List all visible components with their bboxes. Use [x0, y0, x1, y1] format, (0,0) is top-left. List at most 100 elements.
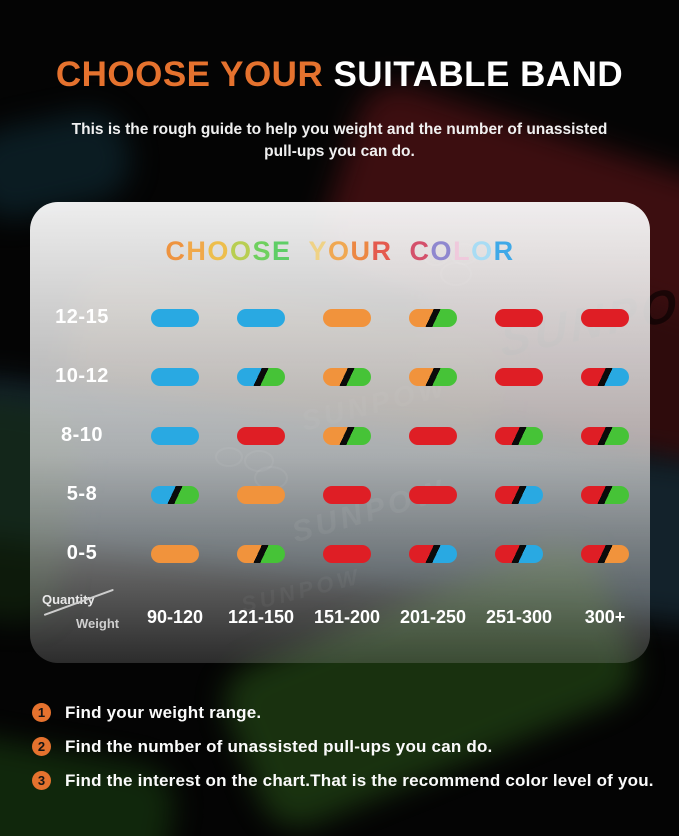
grid-cell — [390, 544, 476, 563]
band-pill-blue-green — [237, 367, 285, 386]
heading-letter: U — [350, 236, 372, 266]
band-pill-red-blue — [581, 367, 629, 386]
heading-letter: O — [430, 236, 454, 266]
grid-row: 10-12 — [32, 347, 648, 406]
grid-rows: 12-15 10-12 8-10 5-8 0-5 — [32, 288, 648, 583]
band-pill-red — [581, 308, 629, 327]
band-pill-red-green — [581, 426, 629, 445]
band-pill-red — [323, 544, 371, 563]
grid-cell — [562, 485, 648, 504]
band-pill-red-blue — [409, 544, 457, 563]
grid-row: 5-8 — [32, 465, 648, 524]
heading-letter: C — [165, 236, 187, 266]
band-pill-red-green — [581, 485, 629, 504]
subtitle-line-1: This is the rough guide to help you weig… — [71, 121, 608, 138]
band-pill-blue — [151, 367, 199, 386]
instruction-list: 1 Find your weight range. 2 Find the number… — [32, 703, 654, 790]
band-pill-red-green — [495, 426, 543, 445]
grid-cell — [390, 308, 476, 327]
grid-cell — [562, 367, 648, 386]
heading-letter: C — [409, 236, 431, 266]
band-pill-red-blue — [495, 485, 543, 504]
grid-cell — [132, 367, 218, 386]
heading-letter: H — [186, 236, 208, 266]
grid-cell — [304, 367, 390, 386]
band-pill-orange-green — [409, 308, 457, 327]
weight-range-label: 201-250 — [399, 606, 467, 627]
heading-letter — [393, 236, 410, 266]
quantity-axis-label: Quantity — [42, 592, 95, 607]
grid-row: 12-15 — [32, 288, 648, 347]
grid-cell — [476, 426, 562, 445]
weight-axis-row: Quantity Weight 90-120 121-150 151-200 201-… — [32, 588, 648, 643]
band-pill-orange-green — [323, 367, 371, 386]
weight-range-label: 251-300 — [485, 606, 553, 627]
weight-axis-label: Weight — [76, 616, 120, 631]
pullup-range-label: 8-10 — [60, 424, 104, 446]
band-pill-red — [409, 426, 457, 445]
page-subtitle: This is the rough guide to help you weig… — [0, 119, 679, 164]
band-pill-red-blue — [495, 544, 543, 563]
grid-cell — [562, 308, 648, 327]
band-color-grid: 12-15 10-12 8-10 5-8 0-5 Quantity Weight 90-… — [32, 288, 648, 643]
band-pill-orange — [237, 485, 285, 504]
panel-heading: CHOOSE YOUR COLOR — [32, 236, 648, 267]
heading-letter: E — [271, 236, 292, 266]
band-pill-blue — [151, 426, 199, 445]
axis-corner: Quantity Weight — [32, 588, 132, 643]
grid-cell — [476, 485, 562, 504]
band-pill-blue — [237, 308, 285, 327]
grid-cell — [132, 426, 218, 445]
grid-cell — [562, 544, 648, 563]
band-pill-orange-green — [409, 367, 457, 386]
instruction-number-badge: 3 — [32, 771, 51, 790]
heading-letter: R — [371, 236, 393, 266]
grid-cell — [218, 544, 304, 563]
pullup-range-label: 5-8 — [66, 483, 98, 505]
instruction-item: 2 Find the number of unassisted pull-ups … — [32, 737, 654, 756]
pullup-range-label: 0-5 — [66, 542, 98, 564]
band-pill-red — [409, 485, 457, 504]
band-pill-red — [237, 426, 285, 445]
band-pill-red — [323, 485, 371, 504]
grid-cell — [132, 308, 218, 327]
instruction-item: 3 Find the interest on the chart.That is … — [32, 771, 654, 790]
grid-cell — [304, 426, 390, 445]
heading-letter: L — [453, 236, 472, 266]
color-chart-panel: CHOOSE YOUR COLOR 12-15 10-12 8-10 5-8 0-5 Q… — [30, 202, 650, 663]
heading-letter: O — [328, 236, 351, 266]
band-pill-orange — [323, 308, 371, 327]
grid-cell — [476, 308, 562, 327]
weight-range-label: 151-200 — [313, 606, 381, 627]
instruction-item: 1 Find your weight range. — [32, 703, 654, 722]
grid-cell — [304, 485, 390, 504]
band-pill-blue — [151, 308, 199, 327]
instruction-text: Find your weight range. — [65, 702, 262, 722]
band-pill-red — [495, 367, 543, 386]
page-title-rest: SUITABLE BAND — [323, 55, 624, 94]
grid-row: 0-5 — [32, 524, 648, 583]
instruction-text: Find the interest on the chart.That is t… — [65, 770, 654, 790]
page-title-highlight: CHOOSE YOUR — [55, 55, 324, 94]
pullup-range-label: 10-12 — [55, 365, 109, 387]
grid-cell — [218, 308, 304, 327]
heading-letter: O — [207, 236, 230, 266]
grid-cell — [218, 426, 304, 445]
weight-range-label: 300+ — [584, 606, 626, 627]
band-pill-orange-green — [323, 426, 371, 445]
grid-cell — [476, 367, 562, 386]
heading-letter — [291, 236, 308, 266]
grid-cell — [132, 485, 218, 504]
subtitle-line-2: pull-ups you can do. — [264, 143, 415, 161]
grid-cell — [390, 367, 476, 386]
grid-cell — [132, 544, 218, 563]
band-pill-red-orange — [581, 544, 629, 563]
grid-cell — [218, 485, 304, 504]
band-pill-blue-green — [151, 485, 199, 504]
band-pill-orange-green — [237, 544, 285, 563]
grid-cell — [476, 544, 562, 563]
grid-cell — [304, 308, 390, 327]
grid-cell — [218, 367, 304, 386]
instruction-number-badge: 2 — [32, 737, 51, 756]
